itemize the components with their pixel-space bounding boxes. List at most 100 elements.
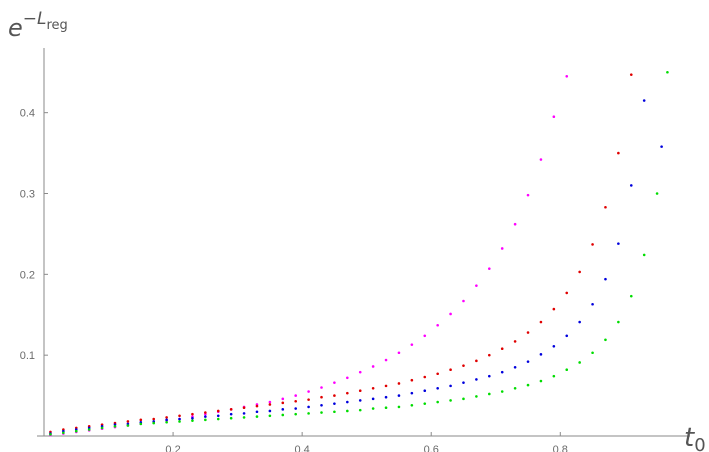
y-tick-label: 0.3 <box>20 189 35 201</box>
data-point-series-2 <box>475 359 478 363</box>
data-point-series-4 <box>178 420 181 423</box>
y-tick-label: 0.4 <box>20 108 35 120</box>
data-point-series-2 <box>488 353 491 357</box>
data-point-series-4 <box>242 416 246 419</box>
x-axis-title-base: t <box>684 423 695 452</box>
data-point-series-2 <box>526 331 530 334</box>
data-point-series-4 <box>604 338 607 342</box>
data-point-series-3 <box>255 410 259 414</box>
data-point-series-4 <box>165 420 168 424</box>
data-point-series-4 <box>333 410 336 414</box>
data-point-series-3 <box>384 395 388 399</box>
x-tick-label: 0.6 <box>424 444 439 452</box>
data-point-series-2 <box>294 399 297 403</box>
data-point-series-4 <box>307 412 310 415</box>
data-point-series-4 <box>462 397 465 401</box>
data-point-series-2 <box>139 418 143 422</box>
x-tick-label: 0.4 <box>294 444 309 452</box>
data-point-series-4 <box>436 400 439 404</box>
data-point-series-4 <box>526 383 530 387</box>
data-point-series-4 <box>139 422 143 426</box>
data-point-series-1 <box>346 376 349 380</box>
data-point-series-1 <box>410 343 414 346</box>
data-point-series-2 <box>358 389 362 393</box>
data-point-series-2 <box>268 403 272 406</box>
data-point-series-3 <box>539 353 543 356</box>
data-point-series-4 <box>191 419 194 422</box>
data-point-series-3 <box>333 402 336 405</box>
data-point-series-4 <box>642 253 646 257</box>
data-point-series-1 <box>436 323 439 327</box>
data-point-series-2 <box>552 307 556 311</box>
data-point-series-3 <box>629 184 633 187</box>
data-point-series-4 <box>591 351 594 355</box>
data-point-series-3 <box>216 414 220 418</box>
data-point-series-3 <box>346 400 349 404</box>
data-point-series-4 <box>578 361 581 364</box>
data-point-series-2 <box>397 382 401 385</box>
data-point-series-3 <box>565 334 569 338</box>
data-point-series-3 <box>320 403 323 407</box>
data-point-series-4 <box>294 412 297 416</box>
data-point-series-4 <box>100 426 104 430</box>
data-point-series-2 <box>629 73 633 76</box>
data-point-series-4 <box>268 414 272 418</box>
data-point-series-1 <box>268 400 272 404</box>
data-point-series-3 <box>294 407 297 410</box>
data-point-series-3 <box>578 320 581 324</box>
data-point-series-1 <box>333 381 336 384</box>
data-point-series-1 <box>307 390 310 393</box>
data-point-series-3 <box>475 378 478 381</box>
data-point-series-4 <box>371 407 375 410</box>
data-point-series-1 <box>475 284 478 287</box>
data-point-series-3 <box>642 99 646 102</box>
data-point-series-1 <box>423 334 427 338</box>
data-point-series-2 <box>539 320 543 324</box>
data-point-series-4 <box>513 387 517 390</box>
data-point-series-3 <box>660 145 663 148</box>
data-point-series-2 <box>152 417 156 421</box>
data-point-series-1 <box>384 358 388 362</box>
data-point-series-3 <box>423 389 427 393</box>
data-point-series-3 <box>488 374 491 378</box>
data-points <box>49 70 669 437</box>
data-point-series-2 <box>617 151 620 155</box>
data-point-series-3 <box>604 277 607 281</box>
y-axis-title: e−Lreg <box>8 9 68 42</box>
data-point-series-4 <box>74 429 78 433</box>
data-point-series-3 <box>552 344 556 348</box>
y-tick-label: 0.1 <box>20 350 35 362</box>
data-point-series-2 <box>449 368 452 372</box>
data-point-series-3 <box>191 416 194 420</box>
data-point-series-2 <box>333 394 336 397</box>
data-point-series-2 <box>462 364 465 367</box>
data-point-series-2 <box>565 291 569 295</box>
data-point-series-4 <box>410 403 414 407</box>
data-point-series-1 <box>281 397 285 401</box>
data-point-series-2 <box>216 409 220 413</box>
data-point-series-1 <box>358 370 362 374</box>
data-point-series-4 <box>152 421 156 425</box>
data-point-series-3 <box>449 384 452 388</box>
y-axis-title-base: e <box>8 14 23 42</box>
data-point-series-2 <box>410 378 414 382</box>
data-point-series-4 <box>229 416 233 420</box>
data-point-series-4 <box>423 402 427 405</box>
data-point-series-3 <box>178 417 181 421</box>
data-point-series-2 <box>178 414 181 418</box>
data-point-series-4 <box>397 405 401 409</box>
data-point-series-2 <box>436 372 439 376</box>
data-point-series-4 <box>113 425 117 428</box>
data-point-series-2 <box>500 347 504 351</box>
data-point-series-3 <box>165 418 168 422</box>
data-point-series-4 <box>552 374 556 378</box>
data-point-series-3 <box>268 409 272 413</box>
y-axis-title-sup-sub: reg <box>46 18 67 33</box>
data-point-series-3 <box>617 242 620 245</box>
data-point-series-4 <box>255 415 259 418</box>
data-point-series-1 <box>500 247 504 250</box>
data-point-series-4 <box>629 294 633 298</box>
data-point-series-4 <box>358 408 362 412</box>
data-point-series-3 <box>229 412 233 416</box>
